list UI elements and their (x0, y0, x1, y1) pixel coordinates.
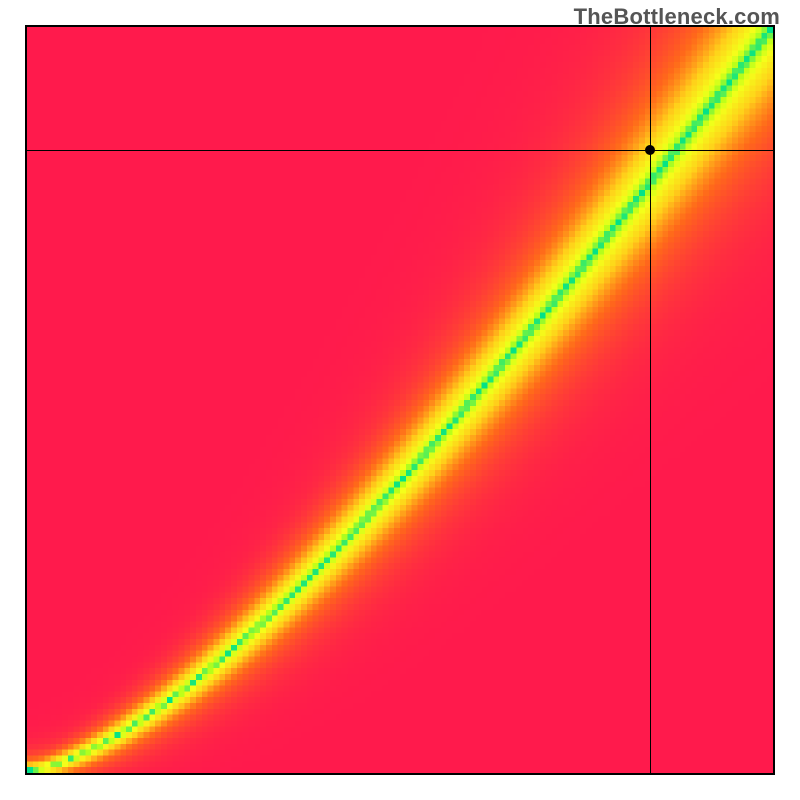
crosshair-horizontal (27, 150, 773, 151)
heatmap-plot (25, 25, 775, 775)
crosshair-vertical (650, 27, 651, 773)
heatmap-canvas (27, 27, 773, 773)
watermark-text: TheBottleneck.com (574, 4, 780, 30)
crosshair-marker (645, 145, 655, 155)
chart-container: TheBottleneck.com (0, 0, 800, 800)
